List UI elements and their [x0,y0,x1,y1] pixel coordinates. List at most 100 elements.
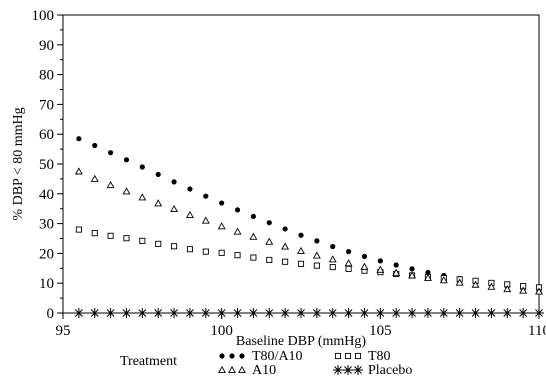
point-open-square [75,226,82,233]
point-open-triangle [185,210,194,218]
point-filled-circle [250,213,256,220]
point-open-triangle [90,174,99,182]
y-axis: 0 10 20 30 40 50 60 70 80 90 100 [32,8,63,322]
point-filled-circle [393,262,399,268]
point-asterisk [375,308,386,318]
legend-marker-filled-circle [229,353,235,359]
legend-marker-open-square [334,352,342,360]
point-asterisk [407,308,418,318]
point-asterisk [327,308,338,318]
point-open-square [250,254,257,261]
point-asterisk [422,308,433,318]
point-filled-circle [187,186,193,192]
point-open-triangle [344,259,353,267]
point-asterisk [200,308,211,318]
point-open-triangle [74,167,83,175]
point-asterisk [121,308,132,318]
legend-marker-asterisk [343,365,353,375]
point-open-triangle [122,187,131,195]
y-tick-label: 70 [39,97,54,113]
point-open-square [186,246,193,253]
point-filled-circle [139,164,145,170]
point-open-triangle [455,278,464,286]
legend-marker-open-triangle [218,365,226,374]
y-tick-label: 90 [39,38,54,54]
point-open-triangle [423,273,432,281]
point-filled-circle [330,243,336,250]
point-open-square [139,237,146,244]
point-asterisk [534,308,544,318]
point-open-triangle [535,287,543,295]
point-filled-circle [425,269,431,276]
point-open-triangle [392,268,401,276]
point-filled-circle [409,266,415,272]
point-asterisk [216,308,227,318]
point-asterisk [280,308,291,318]
point-open-triangle [154,199,163,207]
legend-label: A10 [252,363,276,378]
point-asterisk [502,308,513,318]
point-open-square [345,265,352,272]
point-open-square [297,260,305,267]
point-filled-circle [108,150,114,156]
legend-marker-filled-circle [239,353,245,359]
y-axis-title: % DBP < 80 mmHg [11,107,26,220]
point-filled-circle [266,220,272,226]
point-filled-circle [92,142,98,149]
point-open-square [171,243,178,250]
point-open-square [282,258,289,265]
legend-marker-open-triangle [238,365,246,374]
point-filled-circle [76,136,82,142]
point-open-triangle [503,285,512,293]
point-filled-circle [282,226,288,232]
point-filled-circle [298,232,304,238]
point-open-triangle [249,232,258,240]
y-tick-label: 40 [39,187,54,203]
x-tick-label: 110 [528,323,546,339]
point-filled-circle [234,207,241,213]
point-open-square [91,230,98,237]
point-open-triangle [233,227,242,235]
y-tick-label: 0 [47,306,55,322]
point-filled-circle [155,171,161,178]
x-axis: 95 100 105 110 [56,313,546,339]
point-open-triangle [328,255,337,263]
point-asterisk [232,308,243,318]
point-open-square [329,264,336,271]
point-open-triangle [170,204,179,213]
point-asterisk [169,308,180,318]
y-tick-label: 50 [39,157,54,173]
point-open-square [234,252,241,259]
y-tick-label: 100 [32,8,55,24]
point-asterisk [454,308,465,318]
point-open-triangle [297,246,305,255]
point-asterisk [359,308,370,318]
y-tick-label: 60 [39,127,54,143]
point-open-square [107,232,114,239]
legend-marker-open-square [354,352,362,360]
legend: Treatment T80/A10 T80 A10 Placebo [120,349,412,378]
point-asterisk [137,308,148,318]
legend-label: Placebo [368,363,412,378]
point-asterisk [391,308,402,318]
point-asterisk [343,308,354,318]
point-open-triangle [265,237,274,245]
legend-item: T80 [334,349,391,364]
point-asterisk [73,308,84,318]
point-filled-circle [314,238,320,244]
y-tick-label: 10 [39,276,54,292]
point-asterisk [248,308,259,318]
legend-title: Treatment [120,354,177,369]
x-axis-title: Baseline DBP (mmHg) [236,334,366,349]
point-open-triangle [138,193,147,201]
point-open-triangle [471,280,480,288]
point-asterisk [438,308,449,318]
point-asterisk [89,308,100,318]
legend-item: T80/A10 [219,349,303,364]
legend-marker-open-square [344,352,352,360]
point-filled-circle [377,258,383,264]
legend-marker-open-triangle [228,365,236,374]
legend-label: T80 [368,349,391,364]
point-open-triangle [487,282,496,290]
